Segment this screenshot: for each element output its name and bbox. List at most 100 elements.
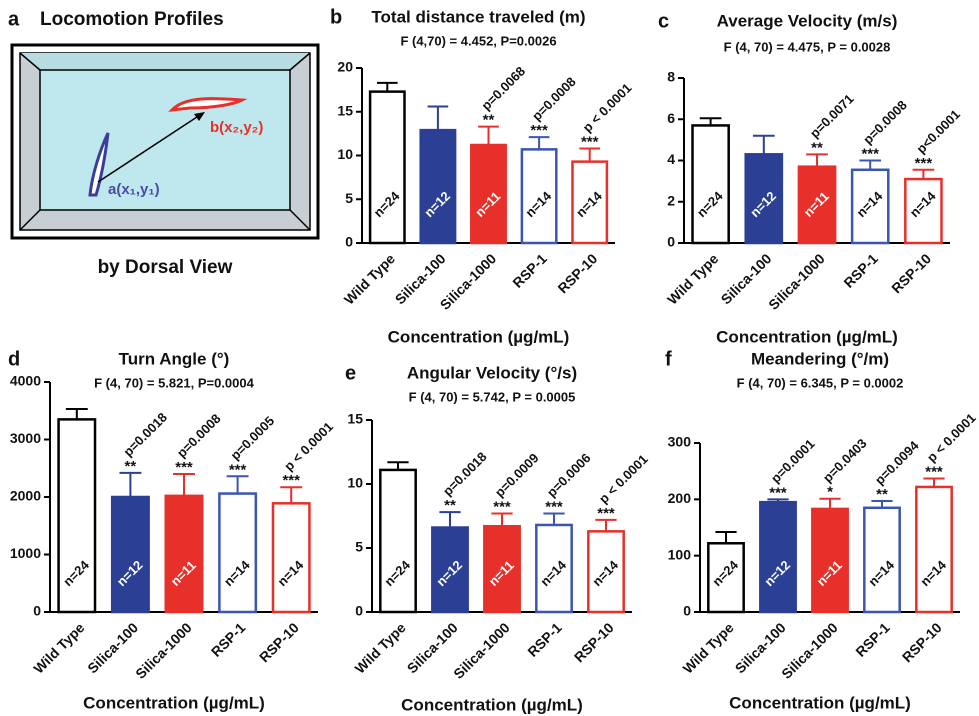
panel-letter: c bbox=[658, 10, 669, 32]
p-value-label: p=0.0403 bbox=[820, 436, 870, 486]
error-bar bbox=[478, 125, 499, 145]
fish-a bbox=[88, 132, 110, 197]
error-bar bbox=[376, 81, 398, 92]
p-value-label: p=0.0071 bbox=[807, 91, 857, 141]
significance-stars: ** bbox=[483, 112, 495, 129]
arrow bbox=[97, 114, 201, 183]
bar bbox=[271, 502, 311, 614]
x-tick-label: RSP-10 bbox=[554, 250, 600, 296]
chart-subtitle: F (4, 70) = 4.475, P = 0.0028 bbox=[724, 39, 891, 54]
x-tick-label: Wild Type bbox=[341, 250, 398, 307]
significance-stars: *** bbox=[530, 122, 548, 139]
y-tick-label: 2000 bbox=[10, 488, 41, 504]
chart-title: Meandering (°/m) bbox=[751, 349, 889, 368]
y-tick-label: 15 bbox=[347, 411, 363, 427]
x-tick-label: RSP-10 bbox=[256, 619, 302, 665]
bar bbox=[520, 148, 558, 245]
y-tick-label: 10 bbox=[347, 475, 363, 491]
significance-stars: *** bbox=[175, 459, 193, 476]
error-bar bbox=[819, 497, 841, 509]
error-bar bbox=[280, 486, 303, 504]
y-tick-label: 200 bbox=[668, 490, 692, 506]
x-tick-label: Silica-1000 bbox=[450, 619, 513, 682]
p-value-label: p=0.0094 bbox=[872, 437, 922, 487]
y-tick-label: 6 bbox=[667, 110, 675, 126]
diagram-caption: by Dorsal View bbox=[98, 257, 233, 278]
bar bbox=[850, 168, 890, 245]
bar bbox=[419, 128, 457, 245]
bar bbox=[707, 542, 745, 614]
point-a-label: a(x₁,y₁) bbox=[108, 181, 160, 198]
bar bbox=[379, 468, 417, 614]
y-tick-label: 3000 bbox=[10, 430, 41, 446]
chart-subtitle: F (4,70) = 4.452, P=0.0026 bbox=[400, 33, 556, 48]
error-bar bbox=[595, 518, 617, 532]
significance-stars: *** bbox=[581, 133, 599, 150]
y-tick-label: 0 bbox=[355, 603, 363, 619]
error-bar bbox=[923, 477, 945, 487]
p-value-label: p=0.0009 bbox=[492, 450, 542, 500]
x-axis-title: Concentration (µg/mL) bbox=[83, 693, 265, 712]
p-value-label: p=0.0018 bbox=[440, 449, 490, 499]
panel-letter: b bbox=[330, 6, 342, 28]
error-bar bbox=[859, 159, 882, 170]
x-tick-label: RSP-1 bbox=[509, 250, 550, 291]
arrow-head bbox=[194, 112, 205, 121]
y-tick-label: 0 bbox=[667, 234, 675, 250]
significance-stars: *** bbox=[861, 145, 879, 162]
panel-letter: a bbox=[8, 8, 20, 30]
significance-stars: *** bbox=[229, 461, 247, 478]
chart-subtitle: F (4, 70) = 5.742, P = 0.0005 bbox=[409, 389, 576, 404]
significance-stars: *** bbox=[597, 505, 615, 522]
error-bar bbox=[427, 105, 449, 131]
x-axis-title: Concentration (µg/mL) bbox=[716, 327, 898, 346]
error-bar bbox=[806, 153, 828, 167]
x-tick-label: Wild Type bbox=[351, 619, 408, 676]
bar bbox=[915, 485, 953, 614]
y-tick-label: 15 bbox=[337, 102, 353, 118]
edge bbox=[19, 52, 41, 71]
error-bar bbox=[119, 471, 142, 497]
chart-title: Angular Velocity (°/s) bbox=[407, 363, 577, 382]
panel-letter: f bbox=[665, 348, 672, 370]
bar bbox=[571, 160, 609, 245]
p-value-label: p=0.0018 bbox=[120, 410, 170, 460]
x-tick-label: RSP-1 bbox=[208, 619, 249, 660]
fish-b bbox=[168, 97, 248, 112]
panel-letter: d bbox=[8, 348, 20, 370]
x-tick-label: Silica-1000 bbox=[132, 619, 195, 682]
p-value-label: p=0.0008 bbox=[174, 411, 224, 461]
chart-title: Turn Angle (°) bbox=[119, 349, 230, 368]
significance-stars: * bbox=[827, 484, 833, 501]
p-value-label: p=0.0005 bbox=[228, 413, 278, 463]
error-bar bbox=[491, 512, 513, 527]
error-bar bbox=[699, 117, 722, 126]
edge bbox=[289, 52, 311, 71]
p-value-label: p=0.0008 bbox=[529, 74, 579, 124]
x-tick-label: RSP-10 bbox=[888, 250, 934, 296]
x-axis-title: Concentration (µg/mL) bbox=[401, 695, 583, 714]
bar bbox=[587, 530, 625, 614]
y-tick-label: 8 bbox=[667, 69, 675, 85]
tank-top bbox=[20, 53, 310, 70]
p-value-label: p=0.0068 bbox=[478, 63, 528, 113]
x-tick-label: RSP-1 bbox=[524, 619, 565, 660]
p-value-label: p < 0.0001 bbox=[281, 419, 336, 474]
p-value-label: p=0.0001 bbox=[768, 436, 818, 486]
error-bar bbox=[752, 134, 775, 155]
x-tick-label: Wild Type bbox=[679, 619, 736, 676]
y-tick-label: 4000 bbox=[10, 373, 41, 389]
y-tick-label: 0 bbox=[345, 234, 353, 250]
error-bar bbox=[387, 461, 409, 470]
p-value-label: p < 0.0001 bbox=[580, 80, 635, 135]
y-tick-label: 2 bbox=[667, 192, 675, 208]
bar bbox=[218, 492, 258, 614]
error-bar bbox=[528, 136, 550, 150]
error-bar bbox=[912, 168, 935, 180]
chart-subtitle: F (4, 70) = 5.821, P=0.0004 bbox=[94, 375, 254, 390]
y-tick-label: 5 bbox=[355, 539, 363, 555]
panel-letter: e bbox=[345, 362, 356, 384]
y-tick-label: 4 bbox=[667, 151, 675, 167]
y-tick-label: 5 bbox=[345, 190, 353, 206]
